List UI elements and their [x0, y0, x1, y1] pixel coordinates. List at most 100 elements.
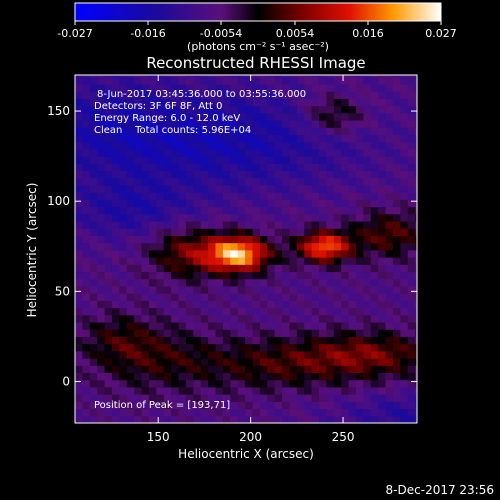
heatmap-cell [148, 300, 157, 309]
heatmap-cell [126, 408, 135, 417]
heatmap-cell [104, 350, 113, 359]
heatmap-cell [193, 163, 202, 172]
heatmap-cell [230, 134, 239, 143]
heatmap-cell [415, 148, 417, 157]
heatmap-cell [392, 278, 401, 287]
heatmap-cell [319, 235, 327, 244]
heatmap-cell [200, 75, 209, 78]
heatmap-cell [289, 336, 298, 345]
heatmap-cell [355, 314, 364, 323]
heatmap-cell [208, 329, 216, 337]
heatmap-cell [370, 336, 379, 345]
heatmap-cell [407, 134, 416, 143]
heatmap-cell [178, 264, 187, 273]
heatmap-cell [304, 271, 313, 280]
heatmap-cell [200, 257, 209, 265]
heatmap-cell [252, 394, 261, 402]
heatmap-cell [193, 134, 202, 143]
heatmap-cell [178, 134, 187, 143]
heatmap-cell [178, 91, 187, 99]
heatmap-cell [341, 242, 350, 251]
heatmap-cell [222, 228, 231, 236]
y-tick-label: 0 [62, 375, 70, 389]
heatmap-cell [355, 336, 364, 345]
heatmap-cell [156, 257, 165, 265]
heatmap-cell [200, 314, 209, 323]
heatmap-cell [245, 249, 253, 258]
heatmap-cell [363, 336, 372, 345]
heatmap-cell [230, 285, 239, 294]
heatmap-cell [237, 322, 246, 330]
heatmap-cell [111, 358, 120, 366]
heatmap-cell [400, 221, 409, 229]
heatmap-cell [193, 170, 202, 179]
heatmap-cell [171, 91, 180, 99]
heatmap-cell [82, 75, 91, 78]
heatmap-cell [230, 120, 239, 128]
heatmap-cell [185, 184, 194, 193]
heatmap-cell [370, 329, 379, 337]
heatmap-cell [185, 163, 194, 172]
heatmap-cell [185, 221, 194, 229]
heatmap-cell [385, 206, 394, 215]
heatmap-cell [111, 415, 120, 423]
heatmap-cell [222, 350, 231, 359]
heatmap-cell [341, 156, 350, 164]
heatmap-cell [163, 228, 172, 236]
y-tick-label: 100 [47, 194, 70, 208]
heatmap-cell [200, 365, 209, 374]
heatmap-cell [348, 300, 357, 309]
heatmap-cell [333, 98, 342, 107]
heatmap-cell [370, 300, 379, 309]
heatmap-cell [363, 163, 372, 172]
heatmap-cell [163, 184, 172, 193]
heatmap-cell [304, 98, 313, 107]
heatmap-cell [378, 264, 387, 273]
heatmap-cell [111, 285, 120, 294]
heatmap-cell [156, 76, 165, 85]
heatmap-cell [185, 329, 194, 337]
heatmap-cell [82, 336, 91, 345]
heatmap-cell [141, 163, 150, 172]
heatmap-cell [296, 365, 305, 374]
heatmap-cell [400, 343, 409, 352]
heatmap-cell [163, 394, 172, 402]
heatmap-cell [156, 264, 165, 273]
heatmap-cell [171, 300, 180, 309]
heatmap-cell [230, 206, 239, 215]
heatmap-cell [319, 386, 327, 395]
heatmap-cell [148, 75, 157, 78]
heatmap-cell [185, 91, 194, 99]
heatmap-cell [341, 379, 350, 388]
heatmap-cell [392, 91, 401, 99]
heatmap-cell [333, 285, 342, 294]
heatmap-cell [274, 372, 283, 381]
heatmap-cell [348, 163, 357, 172]
heatmap-cell [252, 148, 261, 157]
heatmap-cell [363, 228, 372, 236]
heatmap-cell [311, 84, 320, 92]
heatmap-cell [82, 257, 91, 265]
heatmap-cell [333, 199, 342, 208]
heatmap-cell [171, 307, 180, 316]
heatmap-cell [193, 322, 202, 330]
heatmap-cell [370, 358, 379, 366]
heatmap-cell [378, 206, 387, 215]
heatmap-cell [370, 322, 379, 330]
heatmap-cell [208, 91, 216, 99]
heatmap-cell [289, 105, 298, 114]
heatmap-cell [407, 365, 416, 374]
heatmap-cell [282, 408, 290, 417]
heatmap-cell [304, 184, 313, 193]
heatmap-cell [111, 120, 120, 128]
heatmap-cell [259, 148, 268, 157]
heatmap-cell [407, 249, 416, 258]
heatmap-cell [104, 365, 113, 374]
heatmap-cell [163, 120, 172, 128]
heatmap-cell [193, 358, 202, 366]
heatmap-cell [208, 120, 216, 128]
heatmap-cell [363, 192, 372, 200]
heatmap-cell [378, 170, 387, 179]
heatmap-cell [304, 264, 313, 273]
heatmap-cell [148, 408, 157, 417]
